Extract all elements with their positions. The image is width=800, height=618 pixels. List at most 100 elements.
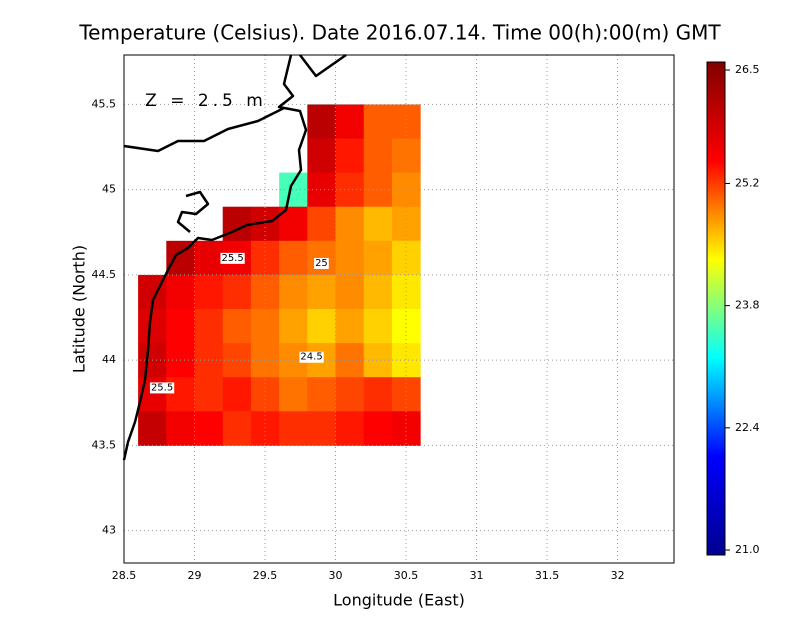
cell	[279, 377, 308, 412]
cell	[307, 104, 337, 140]
cell	[307, 138, 337, 174]
cell	[335, 309, 365, 344]
y-axis-label: Latitude (North)	[70, 245, 89, 373]
x-tick-label: 30	[329, 569, 343, 582]
annotation: Z = 2.5 m	[145, 91, 267, 111]
cell	[250, 411, 280, 446]
cell	[335, 343, 365, 378]
cell	[363, 206, 393, 242]
x-axis-label: Longitude (East)	[333, 591, 465, 610]
cell	[391, 274, 421, 310]
cell	[307, 206, 337, 242]
cell	[250, 377, 280, 412]
cell	[391, 411, 421, 446]
annotation-bg	[220, 252, 245, 264]
coastline	[122, 53, 347, 461]
cell	[138, 411, 167, 446]
cell	[279, 309, 308, 344]
annotation: 24.5	[300, 352, 322, 363]
cell	[166, 274, 196, 310]
x-tick-label: 31	[470, 569, 484, 582]
cell	[307, 411, 337, 446]
cell	[335, 206, 365, 242]
cell	[194, 377, 224, 412]
colorbar-tick-label: 25.2	[735, 176, 760, 189]
cell	[363, 240, 393, 276]
annotations: Z = 2.5 m 25.5 25 24.5 25.5	[145, 91, 329, 394]
cell	[138, 309, 167, 344]
cell	[194, 411, 224, 446]
x-tick-label: 29.5	[253, 569, 278, 582]
cell	[194, 240, 224, 276]
cell	[363, 104, 393, 140]
cell	[279, 240, 308, 276]
cell	[166, 411, 196, 446]
cell	[307, 172, 337, 208]
x-tick-label: 31.5	[535, 569, 560, 582]
cell	[363, 274, 393, 310]
cell	[166, 309, 196, 344]
cell	[250, 343, 280, 378]
y-tick-label: 45.5	[92, 97, 117, 110]
coast	[123, 106, 285, 153]
cell	[335, 138, 365, 174]
annotation: 25	[315, 258, 328, 269]
cell	[335, 240, 365, 276]
cell	[250, 240, 280, 276]
cell	[222, 343, 252, 378]
cell	[363, 309, 393, 344]
annotation: 25.5	[221, 253, 243, 264]
annotation-bg	[314, 257, 329, 269]
coast	[176, 190, 210, 233]
annotation-bg	[299, 351, 324, 363]
cell	[335, 377, 365, 412]
colorbar-tick-label: 22.4	[735, 421, 760, 434]
cell	[222, 309, 252, 344]
cell	[250, 309, 280, 344]
colorbar	[706, 61, 726, 556]
cell	[307, 309, 337, 344]
x-tick-label: 29	[188, 569, 202, 582]
colorbar-tick-label: 23.8	[735, 299, 760, 312]
cell	[363, 411, 393, 446]
coast	[299, 53, 347, 78]
cell	[222, 274, 252, 310]
cell	[222, 377, 252, 412]
cell	[363, 138, 393, 174]
cell	[335, 411, 365, 446]
cell	[194, 274, 224, 310]
cell	[335, 172, 365, 208]
x-tick-label: 28.5	[112, 569, 137, 582]
cell	[222, 411, 252, 446]
cell	[307, 377, 337, 412]
cell	[279, 172, 308, 208]
cell	[391, 104, 421, 140]
cell	[250, 274, 280, 310]
x-tick-label: 32	[611, 569, 625, 582]
cell	[391, 309, 421, 344]
cell	[279, 411, 308, 446]
y-tick-label: 45	[102, 183, 116, 196]
annotation: 25.5	[151, 382, 173, 393]
chart-title: Temperature (Celsius). Date 2016.07.14. …	[78, 21, 721, 45]
plot-frame	[123, 54, 675, 564]
cell	[335, 274, 365, 310]
x-tick-label: 30.5	[394, 569, 419, 582]
colorbar-tick-label: 21.0	[735, 543, 760, 556]
cell	[363, 377, 393, 412]
cell	[391, 240, 421, 276]
coast	[122, 54, 308, 461]
cell	[307, 274, 337, 310]
y-tick-label: 43	[102, 524, 116, 537]
cell	[335, 104, 365, 140]
y-tick-label: 44.5	[92, 268, 117, 281]
cell	[194, 309, 224, 344]
colorbar-tick-label: 26.5	[735, 63, 760, 76]
y-tick-label: 44	[102, 353, 116, 366]
cell	[279, 274, 308, 310]
cell	[391, 377, 421, 412]
annotation-bg	[149, 382, 175, 394]
colorbar-ticks: 21.0 22.4 23.8 25.2 26.5	[725, 63, 760, 556]
y-tick-label: 43.5	[92, 438, 117, 451]
